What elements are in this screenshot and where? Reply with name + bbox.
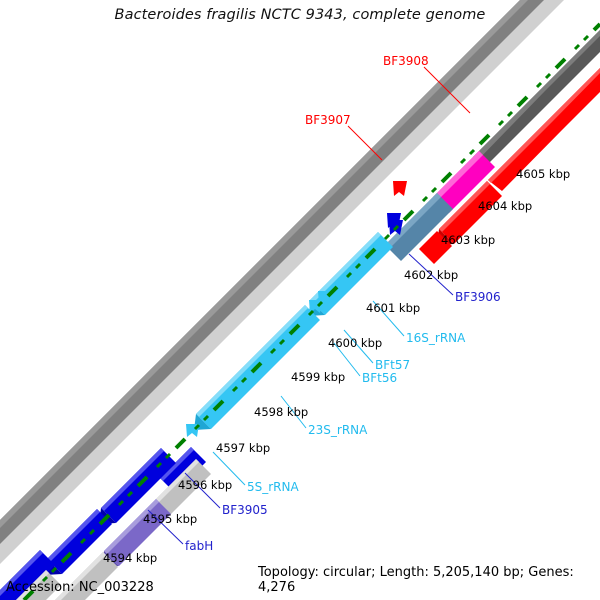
ruler-tick-labels: 4594 kbp 4595 kbp 4596 kbp 4597 kbp 4598…: [103, 167, 570, 565]
feature-label-5S_rRNA[interactable]: 5S_rRNA: [247, 480, 300, 494]
ruler-tick-label: 4604 kbp: [478, 199, 532, 213]
feature-cds-BF3907[interactable]: [385, 193, 453, 261]
label-leader-lines: [147, 66, 471, 545]
feature-label-16S_rRNA[interactable]: 16S_rRNA: [406, 331, 466, 345]
page-title: Bacteroides fragilis NCTC 9343, complete…: [114, 7, 486, 23]
ruler-tick-label: 4596 kbp: [178, 478, 232, 492]
feature-label-BF3908[interactable]: BF3908: [383, 54, 429, 68]
leader-line-fabH: [147, 509, 184, 545]
ruler-tick-label: 4598 kbp: [254, 405, 308, 419]
leader-line-BF3908: [423, 66, 471, 114]
feature-cds-red-3[interactable]: [419, 231, 452, 264]
feature-cds-BF3908[interactable]: [433, 151, 495, 213]
feature-label-BFt57[interactable]: BFt57: [375, 358, 410, 372]
leader-line-BFt57: [343, 329, 374, 364]
leader-line-23S_rRNA: [280, 395, 307, 429]
feature-cds-red-1[interactable]: [488, 68, 600, 191]
feature-labels[interactable]: BF3908 BF3907 BF3906 16S_rRNA BFt57 BFt5…: [185, 54, 501, 553]
leader-line-BF3905: [184, 472, 221, 509]
ruler-tick-marks: [22, 22, 600, 600]
feature-cds-blue-3[interactable]: [45, 509, 112, 575]
feature-cds-gray-3[interactable]: [0, 570, 61, 600]
ruler-tick-label: 4601 kbp: [366, 301, 420, 315]
ruler-tick-label: 4597 kbp: [216, 441, 270, 455]
feature-cds-blue-rev-small[interactable]: [387, 213, 401, 228]
ruler-tick-label: 4603 kbp: [441, 233, 495, 247]
feature-cds-small-red[interactable]: [393, 181, 407, 196]
feature-label-BF3907[interactable]: BF3907: [305, 113, 351, 127]
feature-label-BF3906[interactable]: BF3906: [455, 290, 501, 304]
feature-cds-blue-1[interactable]: [160, 447, 206, 493]
ruler-tick-label: 4605 kbp: [516, 167, 570, 181]
leader-line-5S_rRNA: [212, 451, 246, 486]
ruler-tick-label: 4594 kbp: [103, 551, 157, 565]
status-bar: Accession: NC_003228 Topology: circular;…: [0, 565, 600, 600]
leader-line-BF3906: [408, 253, 454, 296]
genome-backbone: [0, 0, 564, 564]
feature-cds-gray-2[interactable]: [52, 552, 118, 600]
ruler-tick-label: 4602 kbp: [404, 268, 458, 282]
leader-line-BF3907: [347, 125, 383, 161]
feature-label-BFt56[interactable]: BFt56: [362, 371, 397, 385]
feature-label-fabH[interactable]: fabH: [185, 539, 213, 553]
feature-cds-blue-4[interactable]: [0, 550, 55, 600]
ruler-tick-label: 4595 kbp: [143, 512, 197, 526]
feature-label-23S_rRNA[interactable]: 23S_rRNA: [308, 423, 368, 437]
genome-summary-label: Topology: circular; Length: 5,205,140 bp…: [258, 565, 574, 595]
accession-label: Accession: NC_003228: [6, 580, 154, 595]
ruler-tick-label: 4599 kbp: [291, 370, 345, 384]
feature-cds-gray-1[interactable]: [155, 459, 211, 515]
feature-cds-darkgray[interactable]: [473, 30, 600, 163]
ruler-tick-label: 4600 kbp: [328, 336, 382, 350]
leader-line-16S_rRNA: [372, 300, 405, 337]
leader-line-BFt56: [333, 342, 361, 377]
feature-label-BF3905[interactable]: BF3905: [222, 503, 268, 517]
